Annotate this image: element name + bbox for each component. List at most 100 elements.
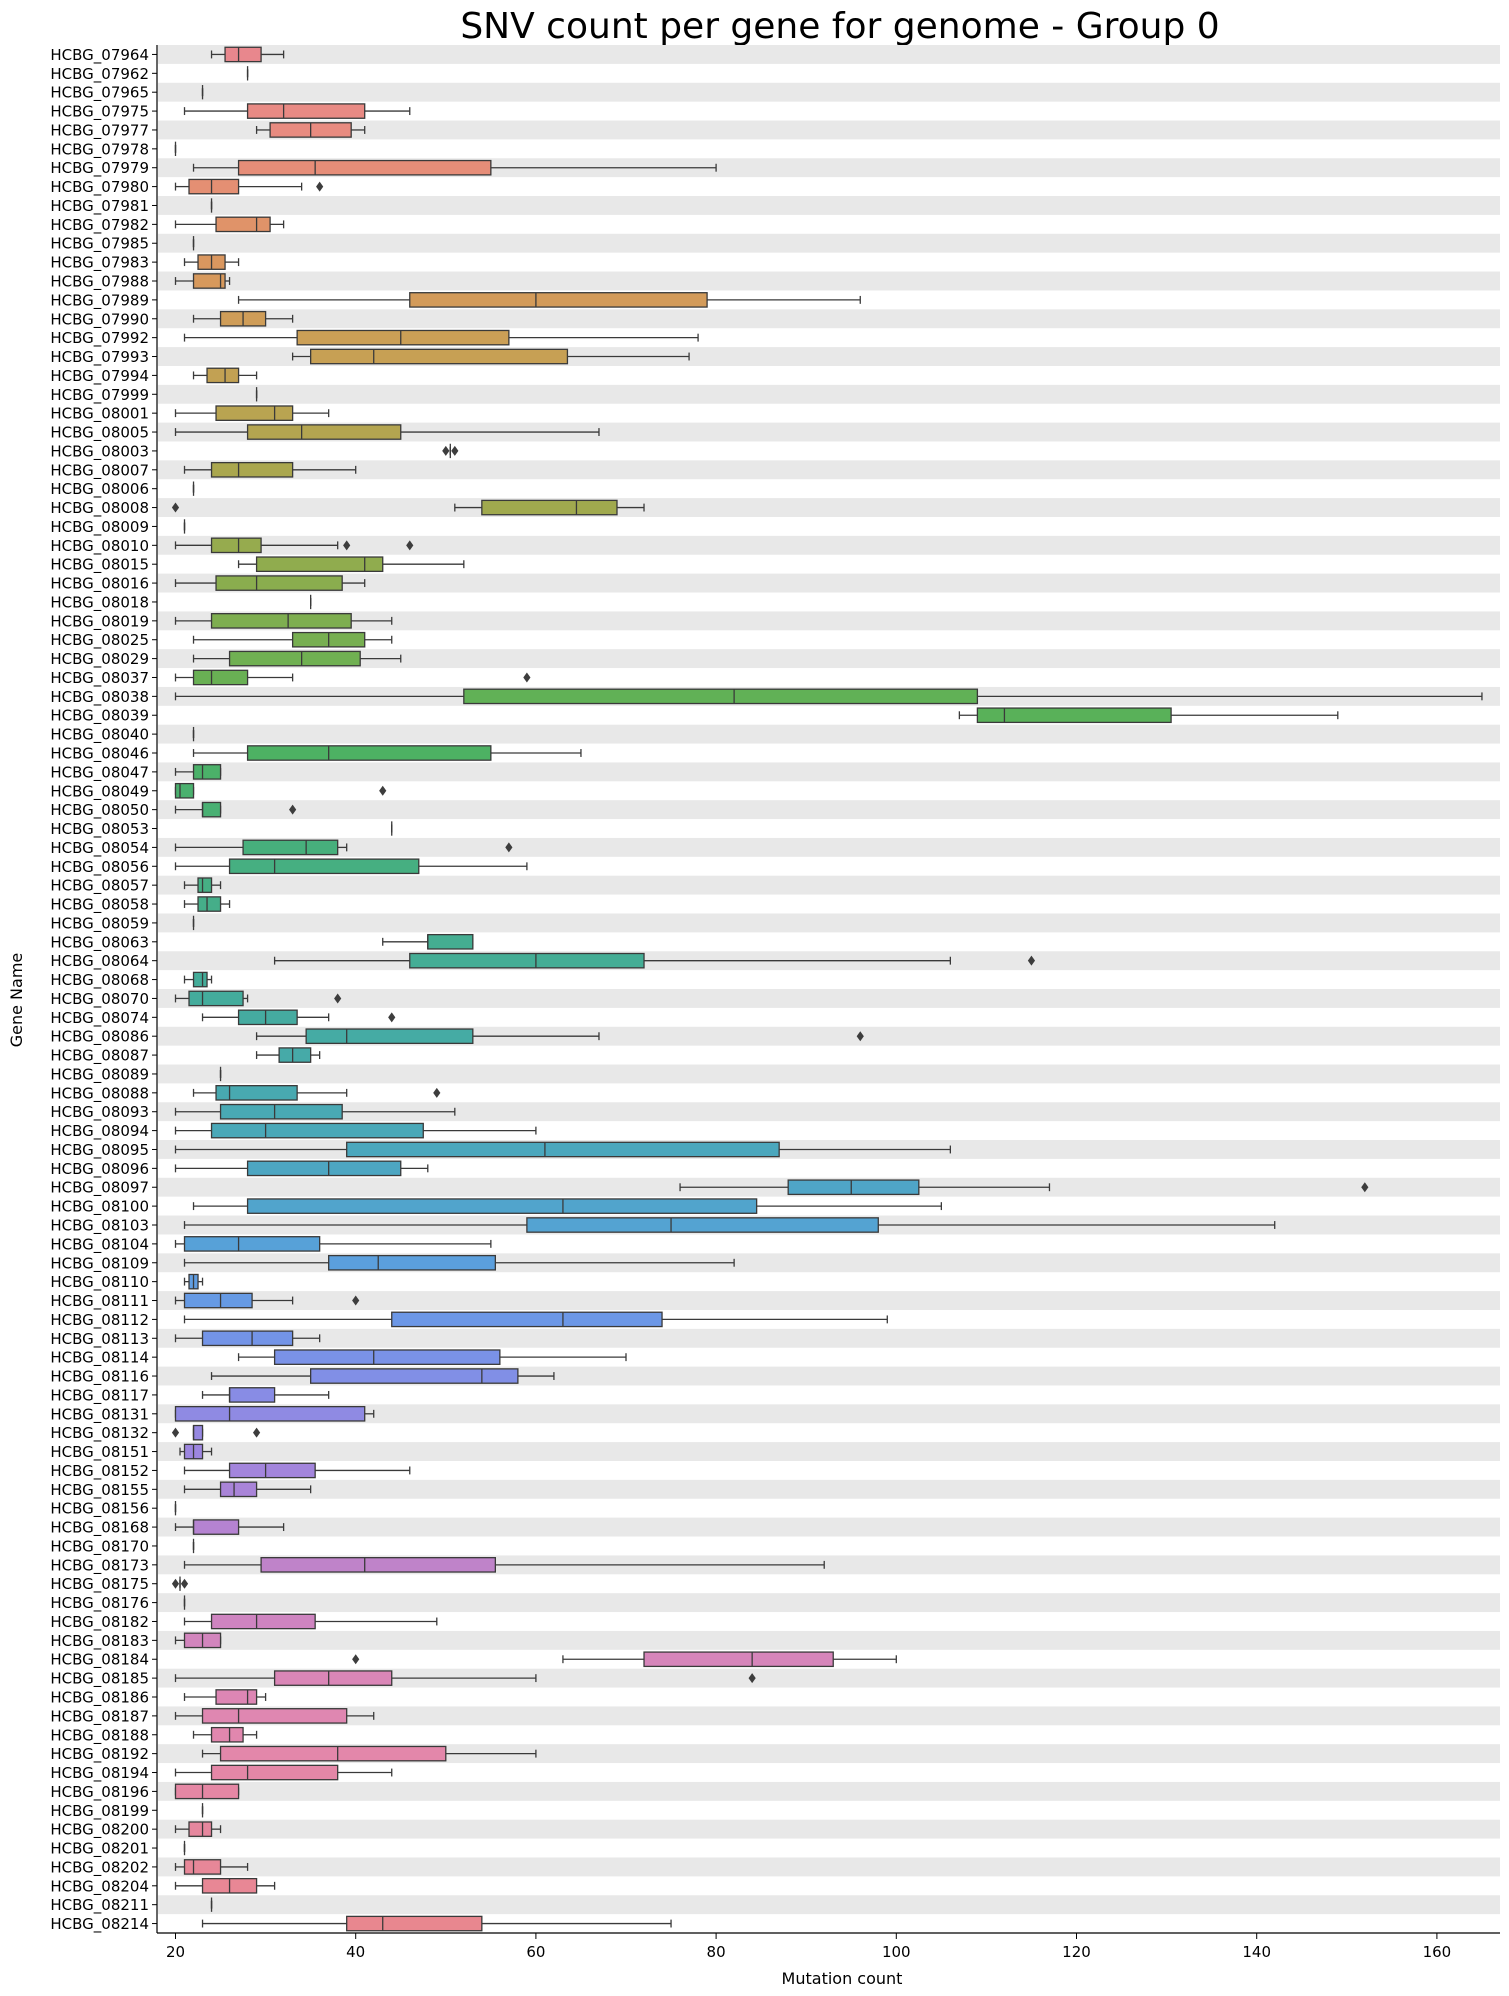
box-hcbg-08194 bbox=[174, 1764, 393, 1781]
box-hcbg-08086 bbox=[255, 1028, 864, 1045]
box-hcbg-07992 bbox=[183, 329, 699, 346]
box-iqr bbox=[192, 669, 249, 686]
y-tick-label: HCBG_08094 bbox=[50, 1122, 149, 1141]
y-tick-label: HCBG_08057 bbox=[50, 877, 149, 896]
outlier-point bbox=[406, 540, 414, 551]
y-tick-label: HCBG_08151 bbox=[50, 1443, 149, 1462]
box-iqr bbox=[278, 1047, 312, 1063]
row-band bbox=[158, 1328, 1500, 1348]
box-hcbg-08104 bbox=[174, 1236, 492, 1252]
outlier-point bbox=[352, 1295, 360, 1306]
y-tick-label: HCBG_07992 bbox=[50, 329, 149, 348]
box-hcbg-08008 bbox=[171, 499, 645, 516]
y-tick-label: HCBG_08097 bbox=[50, 1179, 149, 1198]
box-hcbg-08019 bbox=[174, 613, 393, 629]
y-tick-label: HCBG_08074 bbox=[50, 1009, 149, 1028]
box-hcbg-08058 bbox=[183, 896, 231, 912]
outlier-point bbox=[442, 445, 450, 456]
box-hcbg-08132 bbox=[171, 1424, 261, 1441]
box-iqr bbox=[192, 1519, 240, 1535]
row-band bbox=[158, 1404, 1500, 1424]
y-tick-label: HCBG_08112 bbox=[50, 1311, 149, 1330]
box-hcbg-07980 bbox=[174, 178, 324, 195]
box-hcbg-08111 bbox=[174, 1292, 360, 1309]
y-tick-label: HCBG_08039 bbox=[50, 707, 149, 726]
y-tick-label: HCBG_07965 bbox=[50, 84, 149, 103]
box-iqr bbox=[206, 367, 240, 384]
box-iqr bbox=[228, 858, 420, 875]
box-iqr bbox=[246, 745, 492, 761]
y-tick-label: HCBG_08087 bbox=[50, 1047, 149, 1066]
box-hcbg-08063 bbox=[382, 933, 474, 950]
y-tick-label: HCBG_07980 bbox=[50, 178, 149, 197]
y-tick-label: HCBG_08156 bbox=[50, 1500, 149, 1519]
box-hcbg-08109 bbox=[183, 1254, 735, 1271]
outlier-point bbox=[1361, 1182, 1369, 1193]
outlier-point bbox=[352, 1654, 360, 1665]
y-tick-label: HCBG_07962 bbox=[50, 65, 149, 84]
row-band bbox=[158, 1593, 1500, 1613]
row-band bbox=[158, 309, 1500, 329]
row-band bbox=[158, 1668, 1500, 1688]
outlier-point bbox=[171, 1578, 180, 1589]
box-iqr bbox=[215, 1689, 258, 1705]
box-hcbg-08185 bbox=[174, 1670, 756, 1686]
y-tick-label: HCBG_08007 bbox=[50, 461, 149, 480]
y-tick-label: HCBG_08049 bbox=[50, 782, 149, 801]
row-band bbox=[158, 158, 1500, 178]
row-band bbox=[158, 611, 1500, 631]
row-band bbox=[158, 1819, 1500, 1839]
y-tick-label: HCBG_07990 bbox=[50, 310, 149, 329]
y-tick-label: HCBG_08063 bbox=[50, 933, 149, 952]
row-band bbox=[158, 573, 1500, 593]
y-tick-label: HCBG_08056 bbox=[50, 858, 149, 877]
box-hcbg-08110 bbox=[183, 1273, 204, 1290]
x-tick-label: 120 bbox=[1062, 1943, 1091, 1961]
row-band bbox=[158, 271, 1500, 291]
box-hcbg-07990 bbox=[192, 310, 294, 327]
y-tick-label: HCBG_08117 bbox=[50, 1386, 149, 1405]
box-hcbg-08183 bbox=[174, 1632, 222, 1649]
y-tick-label: HCBG_08109 bbox=[50, 1254, 149, 1273]
box-iqr bbox=[237, 1009, 298, 1026]
y-tick-label: HCBG_08008 bbox=[50, 499, 149, 518]
box-iqr bbox=[346, 1915, 483, 1932]
y-tick-label: HCBG_08010 bbox=[50, 537, 149, 556]
box-hcbg-08005 bbox=[174, 424, 600, 440]
box-iqr bbox=[210, 1613, 316, 1630]
y-tick-label: HCBG_08059 bbox=[50, 914, 149, 933]
box-hcbg-08039 bbox=[958, 707, 1339, 724]
box-iqr bbox=[201, 801, 222, 818]
y-tick-label: HCBG_07975 bbox=[50, 103, 149, 122]
y-tick-label: HCBG_08175 bbox=[50, 1575, 149, 1594]
outlier-point bbox=[379, 785, 387, 796]
row-band bbox=[158, 1479, 1500, 1499]
y-tick-label: HCBG_08009 bbox=[50, 518, 149, 537]
box-iqr bbox=[228, 1387, 276, 1403]
row-band bbox=[158, 535, 1500, 555]
box-hcbg-08152 bbox=[183, 1462, 411, 1479]
box-hcbg-08038 bbox=[174, 688, 1483, 705]
row-band bbox=[158, 649, 1500, 669]
y-tick-label: HCBG_08204 bbox=[50, 1877, 149, 1896]
y-tick-label: HCBG_08113 bbox=[50, 1330, 149, 1349]
box-hcbg-08186 bbox=[183, 1689, 267, 1705]
box-hcbg-08046 bbox=[192, 745, 582, 761]
y-tick-label: HCBG_07983 bbox=[50, 254, 149, 273]
y-tick-label: HCBG_07994 bbox=[50, 367, 149, 386]
y-tick-label: HCBG_07985 bbox=[50, 235, 149, 254]
box-hcbg-08010 bbox=[174, 537, 414, 554]
y-tick-label: HCBG_08187 bbox=[50, 1707, 149, 1726]
y-tick-label: HCBG_08089 bbox=[50, 1065, 149, 1084]
row-band bbox=[158, 384, 1500, 404]
row-band bbox=[158, 1064, 1500, 1084]
outlier-point bbox=[180, 1578, 189, 1589]
box-hcbg-08057 bbox=[183, 877, 222, 893]
y-tick-label: HCBG_08018 bbox=[50, 593, 149, 612]
box-hcbg-08188 bbox=[192, 1726, 258, 1743]
y-tick-label: HCBG_08168 bbox=[50, 1519, 149, 1538]
row-band bbox=[158, 196, 1500, 215]
box-iqr bbox=[305, 1028, 474, 1045]
box-hcbg-08187 bbox=[174, 1708, 375, 1724]
y-tick-label: HCBG_08103 bbox=[50, 1217, 149, 1236]
